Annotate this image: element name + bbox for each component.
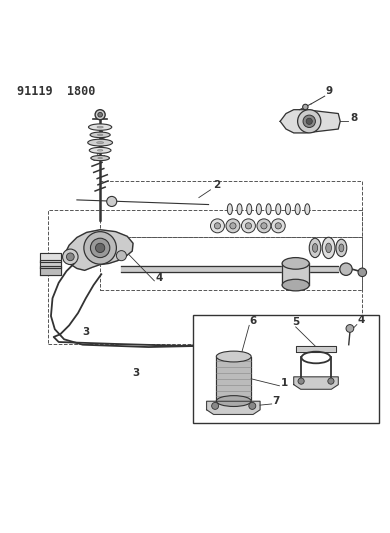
Circle shape <box>328 378 334 384</box>
Ellipse shape <box>322 237 335 259</box>
Polygon shape <box>40 253 61 262</box>
Circle shape <box>212 402 219 409</box>
Polygon shape <box>207 401 260 415</box>
Text: 2: 2 <box>213 180 220 190</box>
Text: 8: 8 <box>350 114 357 123</box>
Circle shape <box>275 223 281 229</box>
Circle shape <box>303 115 316 127</box>
Circle shape <box>95 110 105 120</box>
Ellipse shape <box>336 239 347 256</box>
Circle shape <box>107 197 117 206</box>
Circle shape <box>84 232 116 264</box>
Ellipse shape <box>309 238 321 257</box>
Ellipse shape <box>276 204 281 215</box>
Polygon shape <box>282 263 309 285</box>
Text: 4: 4 <box>156 273 163 283</box>
Ellipse shape <box>216 351 251 362</box>
Bar <box>193 315 379 423</box>
Circle shape <box>298 378 304 384</box>
Ellipse shape <box>90 132 110 138</box>
Ellipse shape <box>339 244 344 252</box>
Ellipse shape <box>98 157 103 159</box>
Text: 4: 4 <box>358 316 365 326</box>
Circle shape <box>62 249 78 264</box>
Text: 1: 1 <box>280 378 288 388</box>
Text: 6: 6 <box>250 316 257 326</box>
Polygon shape <box>216 357 251 401</box>
Text: 5: 5 <box>292 317 299 327</box>
Text: 9: 9 <box>325 86 332 96</box>
Ellipse shape <box>97 126 103 128</box>
Ellipse shape <box>295 204 300 215</box>
Text: 7: 7 <box>273 396 280 406</box>
Circle shape <box>66 253 74 261</box>
Polygon shape <box>280 110 340 133</box>
Circle shape <box>303 104 308 110</box>
Ellipse shape <box>312 244 317 252</box>
Circle shape <box>211 219 224 233</box>
Text: 91119  1800: 91119 1800 <box>17 85 95 98</box>
Polygon shape <box>40 266 61 274</box>
Circle shape <box>230 223 236 229</box>
Circle shape <box>90 238 110 257</box>
Text: 3: 3 <box>133 368 140 378</box>
Circle shape <box>271 219 285 233</box>
Polygon shape <box>296 346 336 352</box>
Polygon shape <box>40 260 61 268</box>
Ellipse shape <box>282 279 309 291</box>
Ellipse shape <box>285 204 291 215</box>
Ellipse shape <box>227 204 232 215</box>
Ellipse shape <box>247 204 252 215</box>
Circle shape <box>261 223 267 229</box>
Ellipse shape <box>88 139 113 146</box>
Circle shape <box>96 243 105 253</box>
Polygon shape <box>294 377 338 389</box>
Text: 3: 3 <box>82 327 89 337</box>
Circle shape <box>358 268 367 277</box>
Circle shape <box>306 118 312 124</box>
Ellipse shape <box>216 395 251 407</box>
Circle shape <box>116 251 126 261</box>
Ellipse shape <box>282 257 309 269</box>
Ellipse shape <box>91 156 110 160</box>
Ellipse shape <box>98 134 103 135</box>
Ellipse shape <box>256 204 261 215</box>
Ellipse shape <box>98 150 103 151</box>
Circle shape <box>340 263 352 276</box>
Ellipse shape <box>89 147 111 154</box>
Ellipse shape <box>97 142 104 143</box>
Circle shape <box>245 223 252 229</box>
Ellipse shape <box>237 204 242 215</box>
Circle shape <box>249 402 256 409</box>
Ellipse shape <box>305 204 310 215</box>
Circle shape <box>346 325 354 333</box>
Circle shape <box>226 219 240 233</box>
Polygon shape <box>65 230 133 270</box>
Circle shape <box>98 112 103 117</box>
Circle shape <box>298 110 321 133</box>
Ellipse shape <box>326 243 332 253</box>
Ellipse shape <box>89 124 112 130</box>
Polygon shape <box>121 266 338 272</box>
Circle shape <box>215 223 221 229</box>
Ellipse shape <box>266 204 271 215</box>
Circle shape <box>241 219 255 233</box>
Circle shape <box>257 219 271 233</box>
